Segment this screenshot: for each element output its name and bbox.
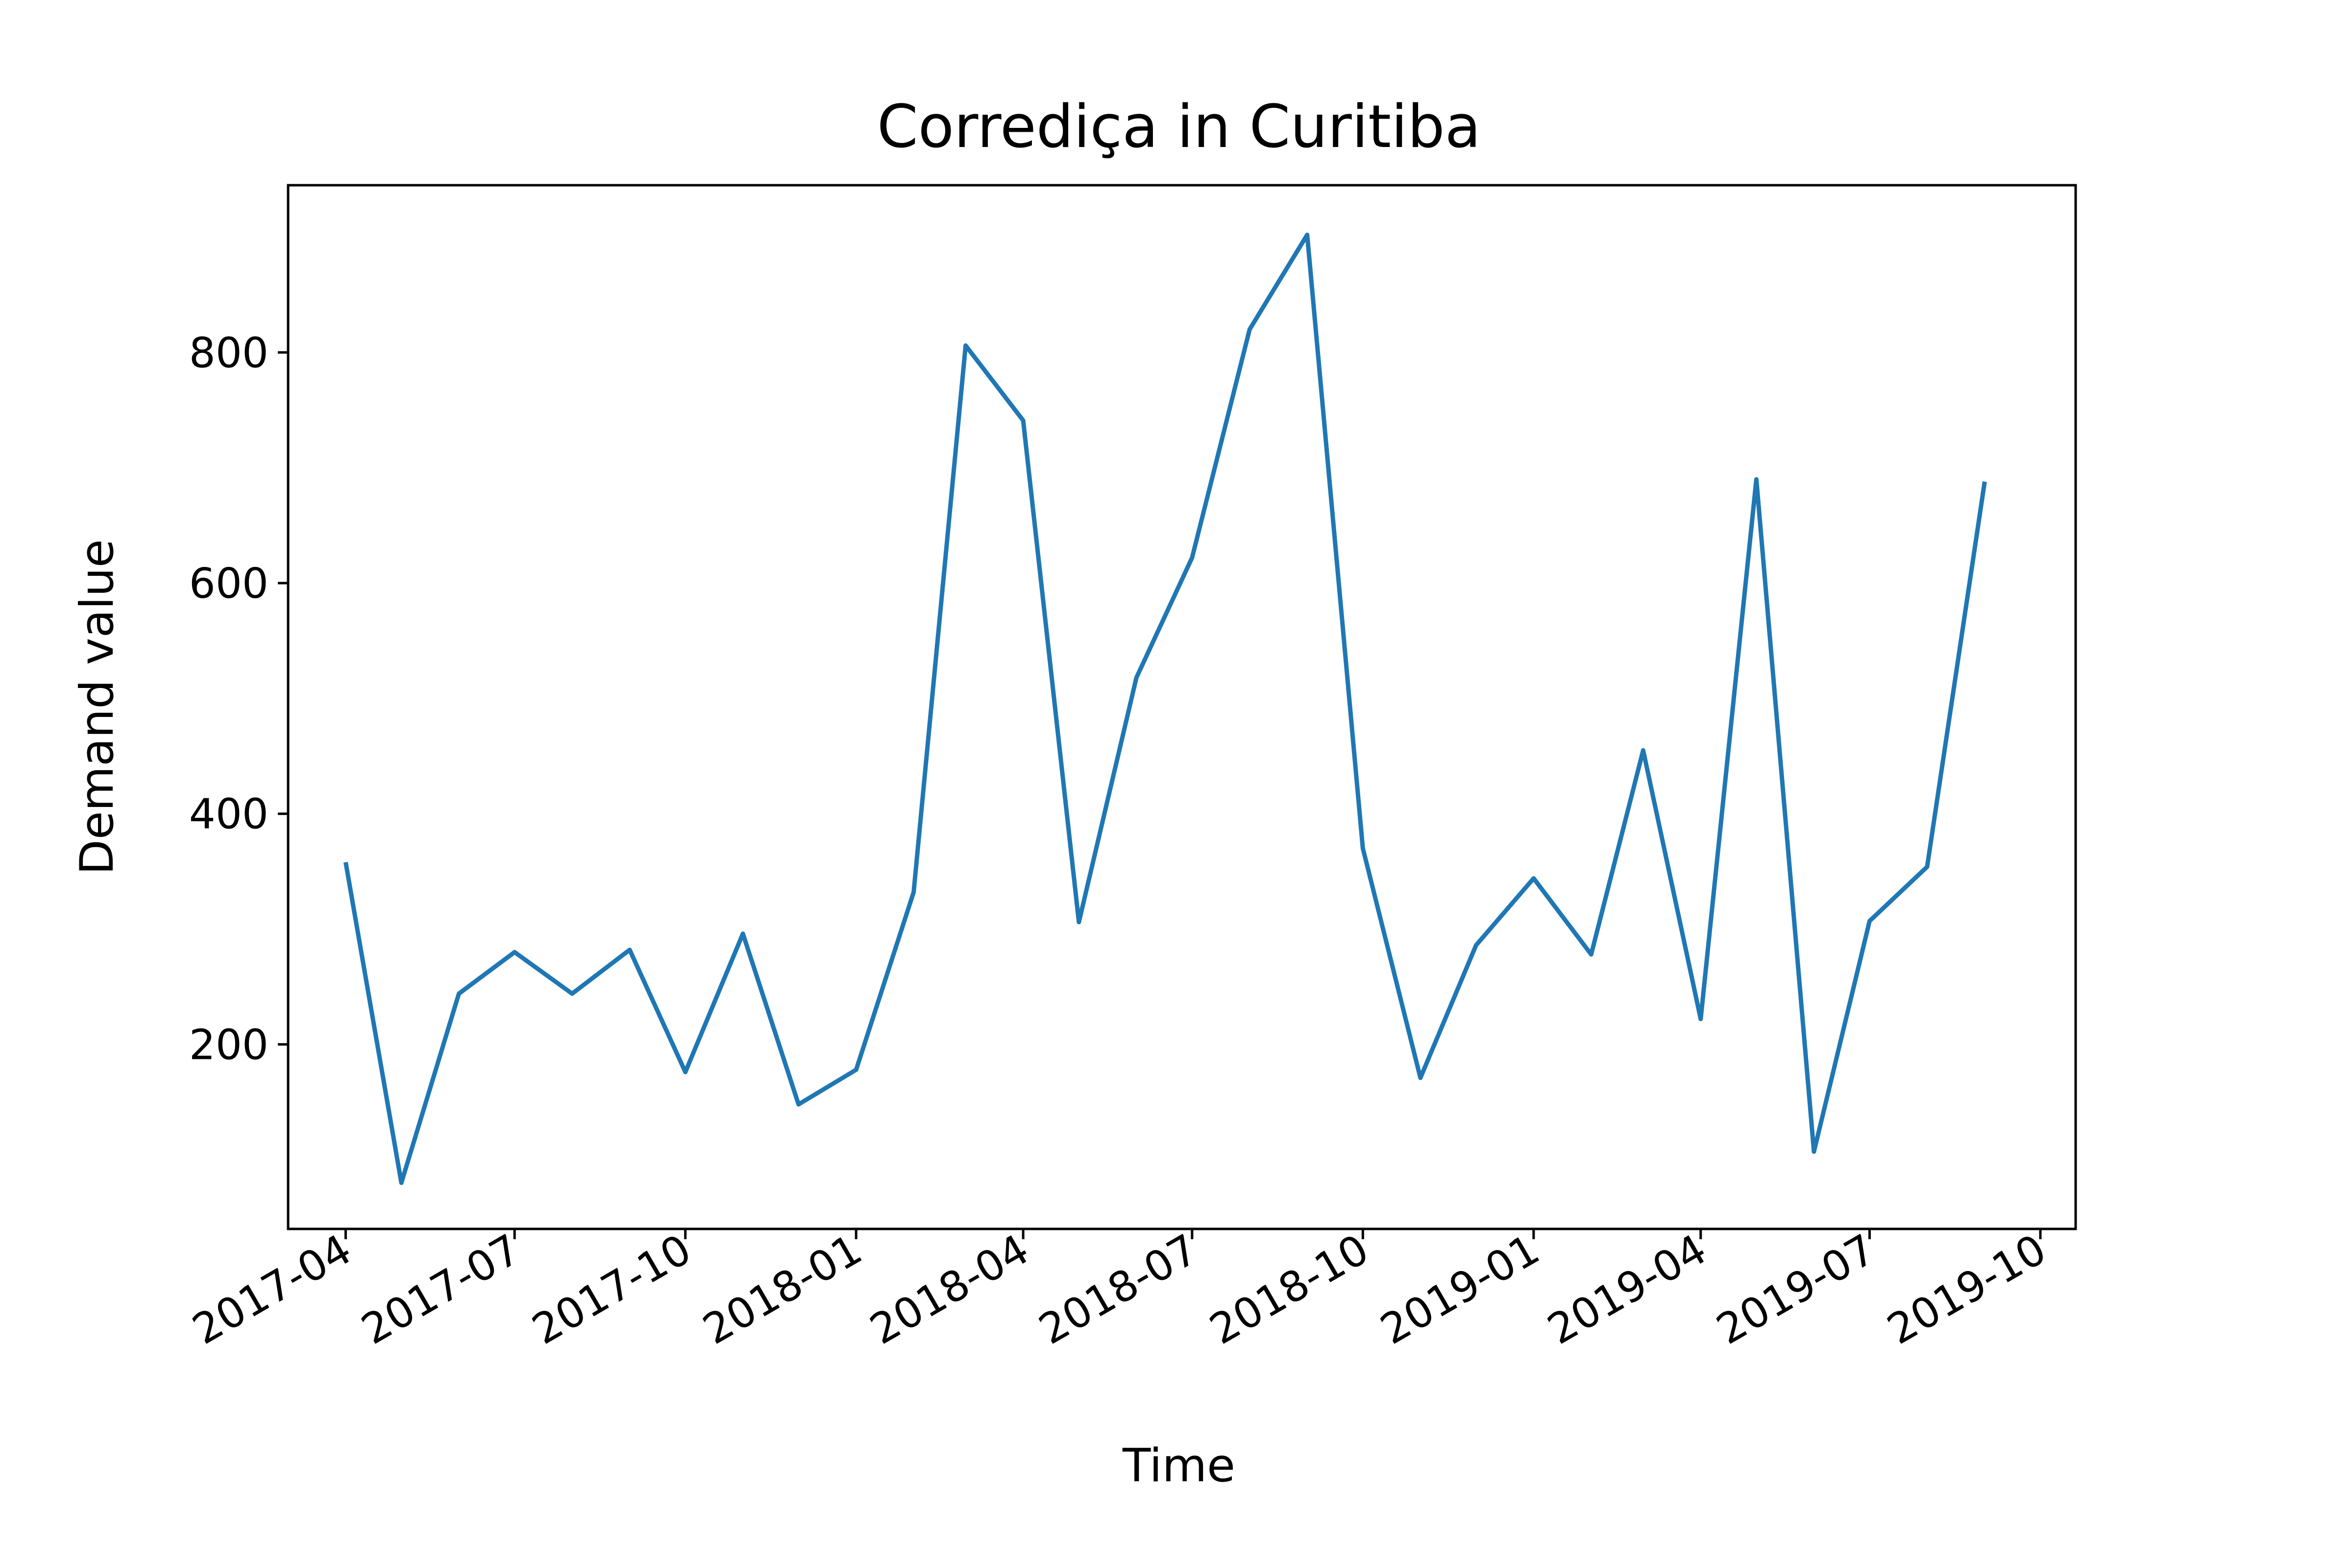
series-group <box>343 232 1987 1185</box>
y-tick-label: 400 <box>189 790 269 839</box>
y-tick-label: 600 <box>189 560 269 608</box>
y-tick-label: 800 <box>189 329 269 377</box>
x-axis-label: Time <box>1122 1439 1235 1493</box>
series-line-0 <box>343 232 1987 1185</box>
y-tick-label: 200 <box>189 1021 269 1069</box>
plot-area-frame <box>287 184 2077 1230</box>
y-axis: 200 400 600 800 <box>189 329 288 1069</box>
chart-title: Corrediça in Curitiba <box>877 93 1481 161</box>
y-axis-label: Demand value <box>71 539 124 875</box>
